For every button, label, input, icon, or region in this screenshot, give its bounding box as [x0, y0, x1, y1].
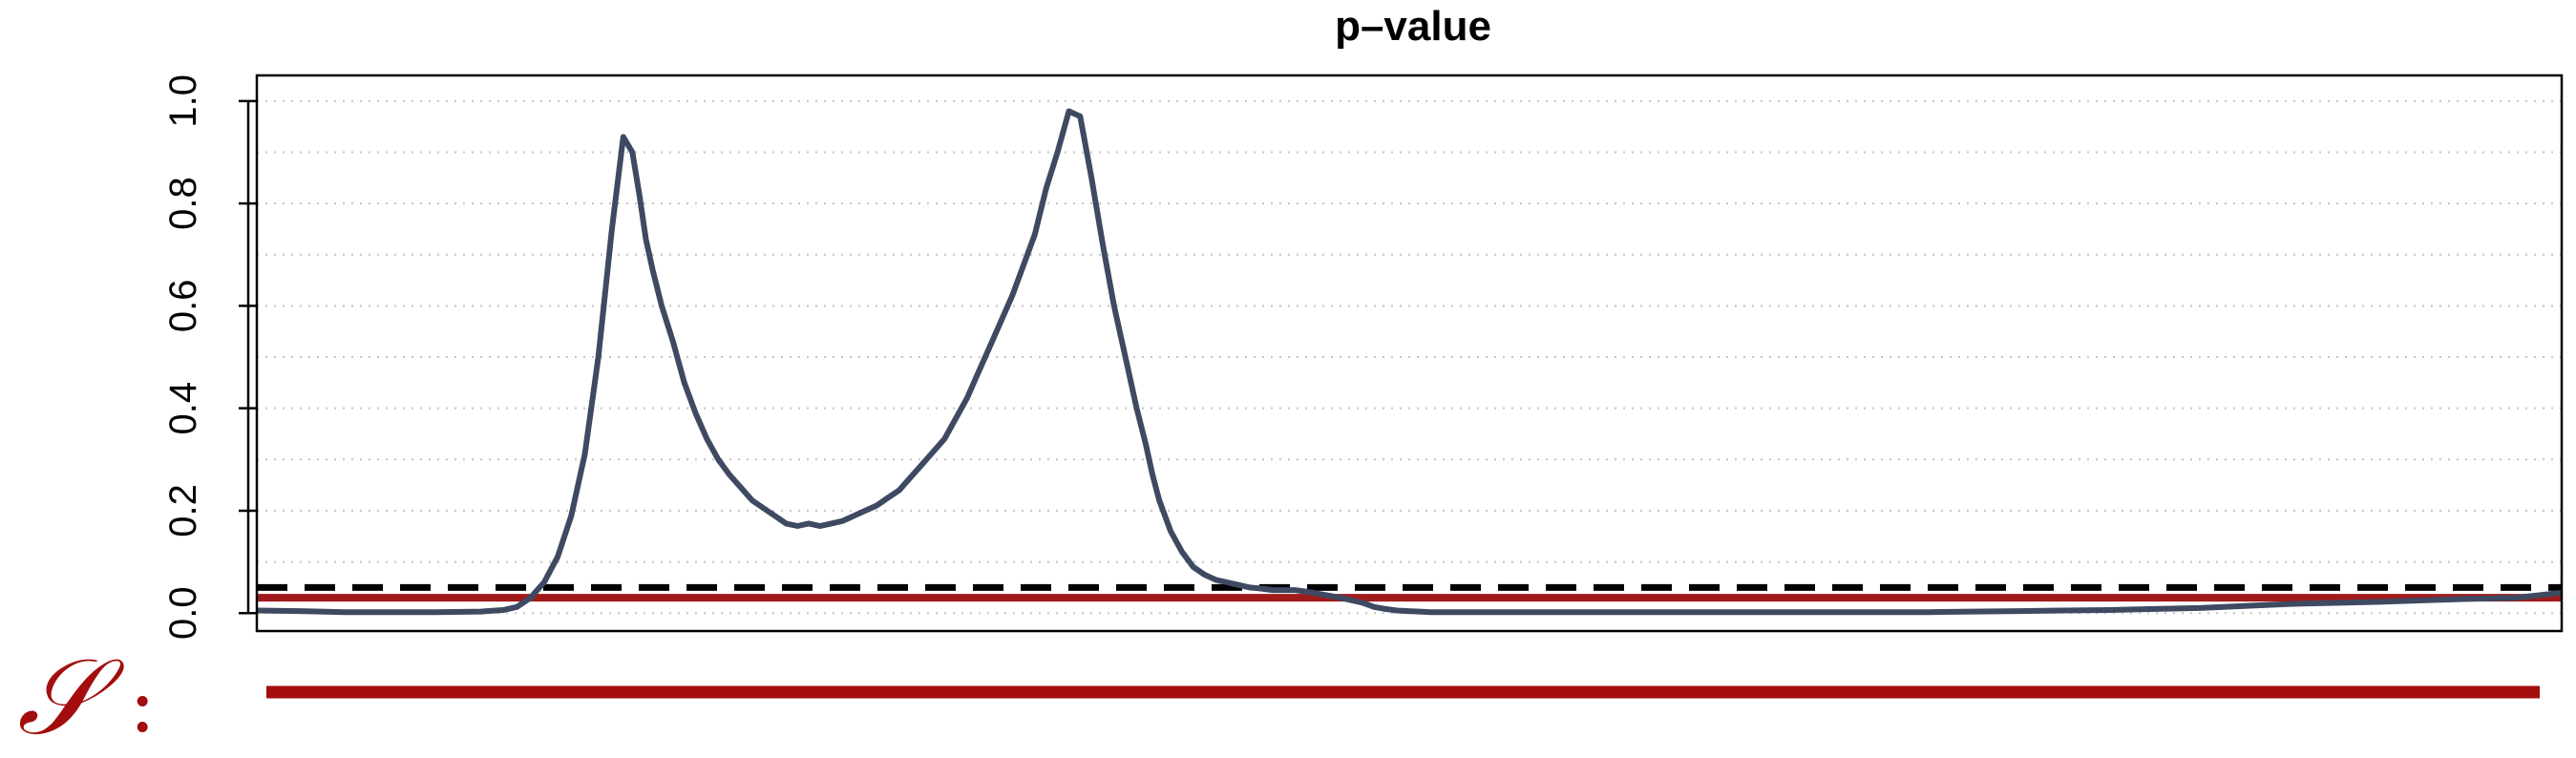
reference-lines — [257, 583, 2562, 602]
grid-lines — [257, 99, 2562, 615]
y-tick-label: 0.6 — [162, 280, 204, 333]
segment-letter: 𝒮 — [17, 636, 125, 758]
series-group — [256, 108, 2563, 616]
y-tick-label: 1.0 — [162, 74, 204, 128]
y-axis: 0.0 0.2 0.4 0.6 0.8 1.0 — [162, 74, 257, 640]
y-tick-label: 0.0 — [162, 586, 204, 640]
plot-frame — [255, 74, 2564, 633]
y-tick-label: 0.2 — [162, 484, 204, 537]
segment-indicator: 𝒮 : — [17, 636, 2540, 758]
chart-title: p–value — [1335, 3, 1491, 50]
segment-colon: : — [129, 657, 156, 750]
y-tick-label: 0.4 — [162, 382, 204, 435]
y-tick-label: 0.8 — [162, 177, 204, 230]
p-value-series-line — [256, 108, 2563, 616]
